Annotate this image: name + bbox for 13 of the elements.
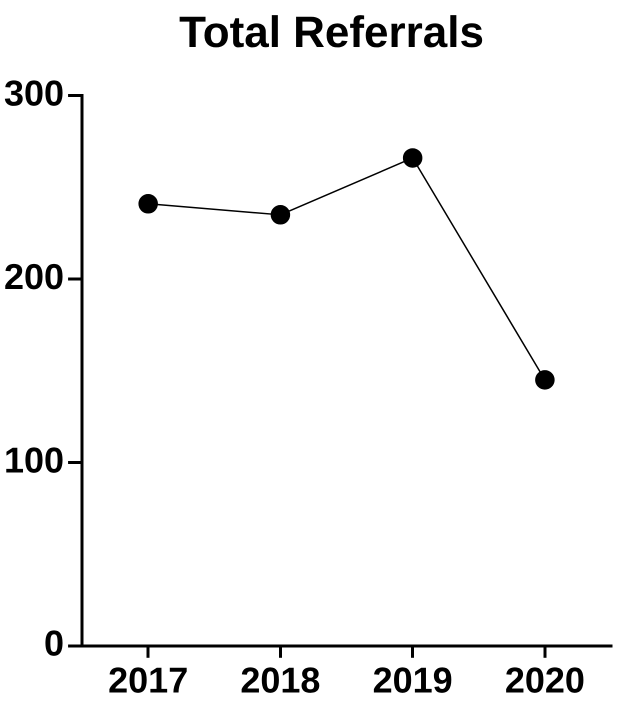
y-tick-label: 300 (4, 72, 64, 114)
point (535, 370, 555, 390)
y-tick-label: 0 (44, 622, 64, 664)
y-tick-label: 100 (4, 439, 64, 480)
y-tick-label: 200 (4, 256, 64, 297)
point (138, 194, 158, 214)
x-tick-label: 2020 (504, 659, 585, 700)
x-tick-label: 2019 (372, 659, 453, 700)
x-tick-label: 2018 (240, 659, 320, 700)
x-tick-label: 2017 (108, 659, 188, 700)
point (402, 148, 422, 168)
chart-title: Total Referrals (178, 7, 485, 59)
point (270, 205, 290, 225)
